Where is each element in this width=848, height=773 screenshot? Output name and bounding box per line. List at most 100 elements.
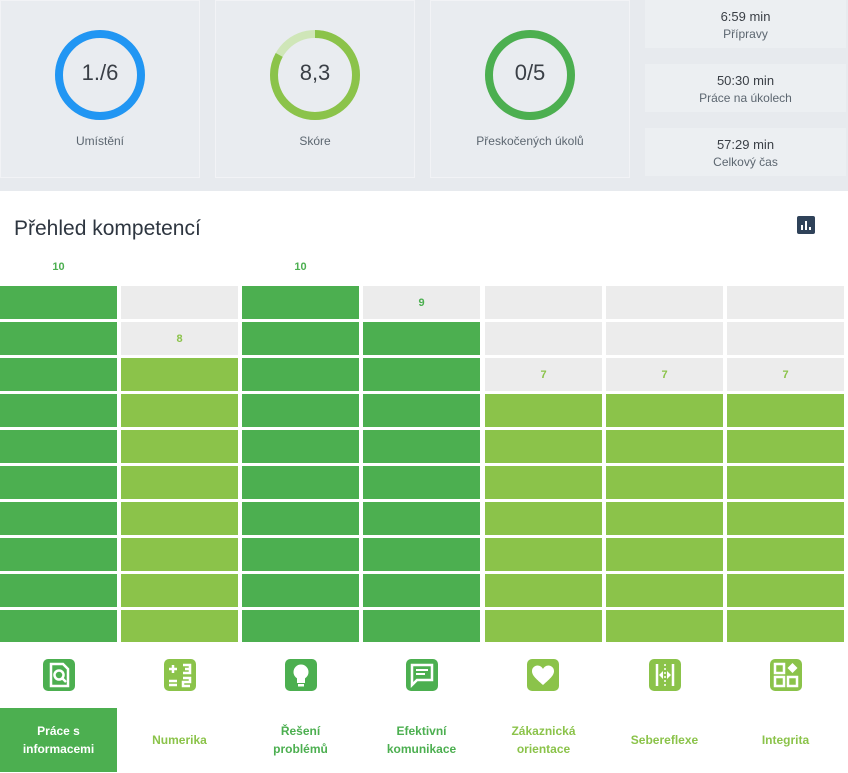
- heart-icon: [527, 659, 559, 691]
- grid-cell: [242, 574, 359, 607]
- grid-cell: [121, 538, 238, 571]
- tab-numerika[interactable]: Numerika: [121, 708, 238, 772]
- grid-cell: [0, 466, 117, 499]
- grid-cell: [121, 502, 238, 535]
- placement-gauge: [55, 30, 145, 120]
- score-label: 8: [176, 333, 183, 345]
- grid-cell: [121, 358, 238, 391]
- tab-label: Zákaznická orientace: [511, 724, 576, 756]
- grid-cell: [727, 466, 844, 499]
- work-time-value: 50:30 min: [716, 73, 775, 88]
- grid-cell: [121, 394, 238, 427]
- bar-chart-icon[interactable]: [797, 216, 815, 234]
- grid-cell: [727, 538, 844, 571]
- total-time-card: 57:29 min Celkový čas: [645, 128, 846, 176]
- grid-cell: [0, 430, 117, 463]
- grid-cell: [606, 538, 723, 571]
- grid-cell: [727, 502, 844, 535]
- grid-cell: [242, 610, 359, 642]
- grid-cell: [606, 574, 723, 607]
- chat-icon: [406, 659, 438, 691]
- grid-cell: [727, 286, 844, 319]
- prep-time-value: 6:59 min: [720, 9, 771, 24]
- tab-label: Sebereflexe: [630, 733, 699, 747]
- grid-cell: [242, 502, 359, 535]
- prep-time-label: Přípravy: [723, 27, 768, 41]
- grid-cell: [0, 538, 117, 571]
- grid-cell: [485, 322, 602, 355]
- grid-cell: [121, 466, 238, 499]
- work-time-label: Práce na úkolech: [699, 91, 792, 105]
- grid-cell: [606, 430, 723, 463]
- grid-cell: [242, 358, 359, 391]
- score-label: 7: [540, 369, 547, 381]
- grid-cell: [485, 610, 602, 642]
- tab-integrita[interactable]: Integrita: [727, 708, 844, 772]
- skipped-card: 0/5 Přeskočených úkolů: [430, 0, 630, 178]
- grid-cell: [485, 430, 602, 463]
- mirror-icon: [649, 659, 681, 691]
- grid-cell: [727, 358, 844, 391]
- grid-cell: [242, 286, 359, 319]
- grid-cell: [0, 286, 117, 319]
- grid-cell: [121, 286, 238, 319]
- search-document-icon: [43, 659, 75, 691]
- tab-zakaznicka-orientace[interactable]: Zákaznická orientace: [485, 708, 602, 772]
- grid-cell: [363, 574, 480, 607]
- grid-cell: [0, 502, 117, 535]
- grid-cell: [363, 358, 480, 391]
- grid-cell: [485, 538, 602, 571]
- tab-label: Efektivní komunikace: [386, 724, 457, 756]
- tab-reseni-problemu[interactable]: Řešení problémů: [242, 708, 359, 772]
- grid-cell: [485, 394, 602, 427]
- grid-cell: [606, 610, 723, 642]
- lightbulb-icon: [285, 659, 317, 691]
- score-label: 10: [52, 261, 65, 273]
- work-time-card: 50:30 min Práce na úkolech: [645, 64, 846, 112]
- score-card: 8,3 Skóre: [215, 0, 415, 178]
- grid-cell: [363, 502, 480, 535]
- grid-cell: [485, 574, 602, 607]
- grid-cell: [606, 502, 723, 535]
- tab-sebereflexe[interactable]: Sebereflexe: [606, 708, 723, 772]
- grid-cell: [121, 574, 238, 607]
- grid-cell: [363, 430, 480, 463]
- grid-cell: [121, 610, 238, 642]
- grid-cell: [0, 610, 117, 642]
- grid-cell: [0, 358, 117, 391]
- grid-cell: [727, 610, 844, 642]
- grid-cell: [485, 466, 602, 499]
- tab-label: Integrita: [761, 733, 810, 747]
- grid-cell: [242, 466, 359, 499]
- score-label: 7: [782, 369, 789, 381]
- tab-label: Práce s informacemi: [22, 724, 95, 756]
- grid-cell: [606, 394, 723, 427]
- grid-cell: [727, 322, 844, 355]
- grid-cell: [363, 538, 480, 571]
- puzzle-icon: [770, 659, 802, 691]
- grid-cell: [606, 358, 723, 391]
- grid-cell: [606, 466, 723, 499]
- skipped-value: 0/5: [514, 60, 546, 85]
- score-value: 8,3: [299, 60, 331, 85]
- grid-cell: [485, 502, 602, 535]
- grid-cell: [242, 394, 359, 427]
- grid-cell: [242, 430, 359, 463]
- tab-efektivni-komunikace[interactable]: Efektivní komunikace: [363, 708, 480, 772]
- grid-cell: [363, 286, 480, 319]
- grid-cell: [727, 394, 844, 427]
- skipped-gauge: [485, 30, 575, 120]
- grid-cell: [363, 394, 480, 427]
- total-time-label: Celkový čas: [713, 155, 778, 169]
- placement-value: 1./6: [81, 60, 119, 85]
- grid-cell: [363, 610, 480, 642]
- grid-cell: [121, 322, 238, 355]
- grid-cell: [242, 538, 359, 571]
- grid-cell: [485, 358, 602, 391]
- grid-cell: [363, 322, 480, 355]
- prep-time-card: 6:59 min Přípravy: [645, 0, 846, 48]
- grid-cell: [606, 286, 723, 319]
- grid-cell: [363, 466, 480, 499]
- score-label: Skóre: [299, 134, 331, 148]
- tab-prace-s-informacemi[interactable]: Práce s informacemi: [0, 708, 117, 772]
